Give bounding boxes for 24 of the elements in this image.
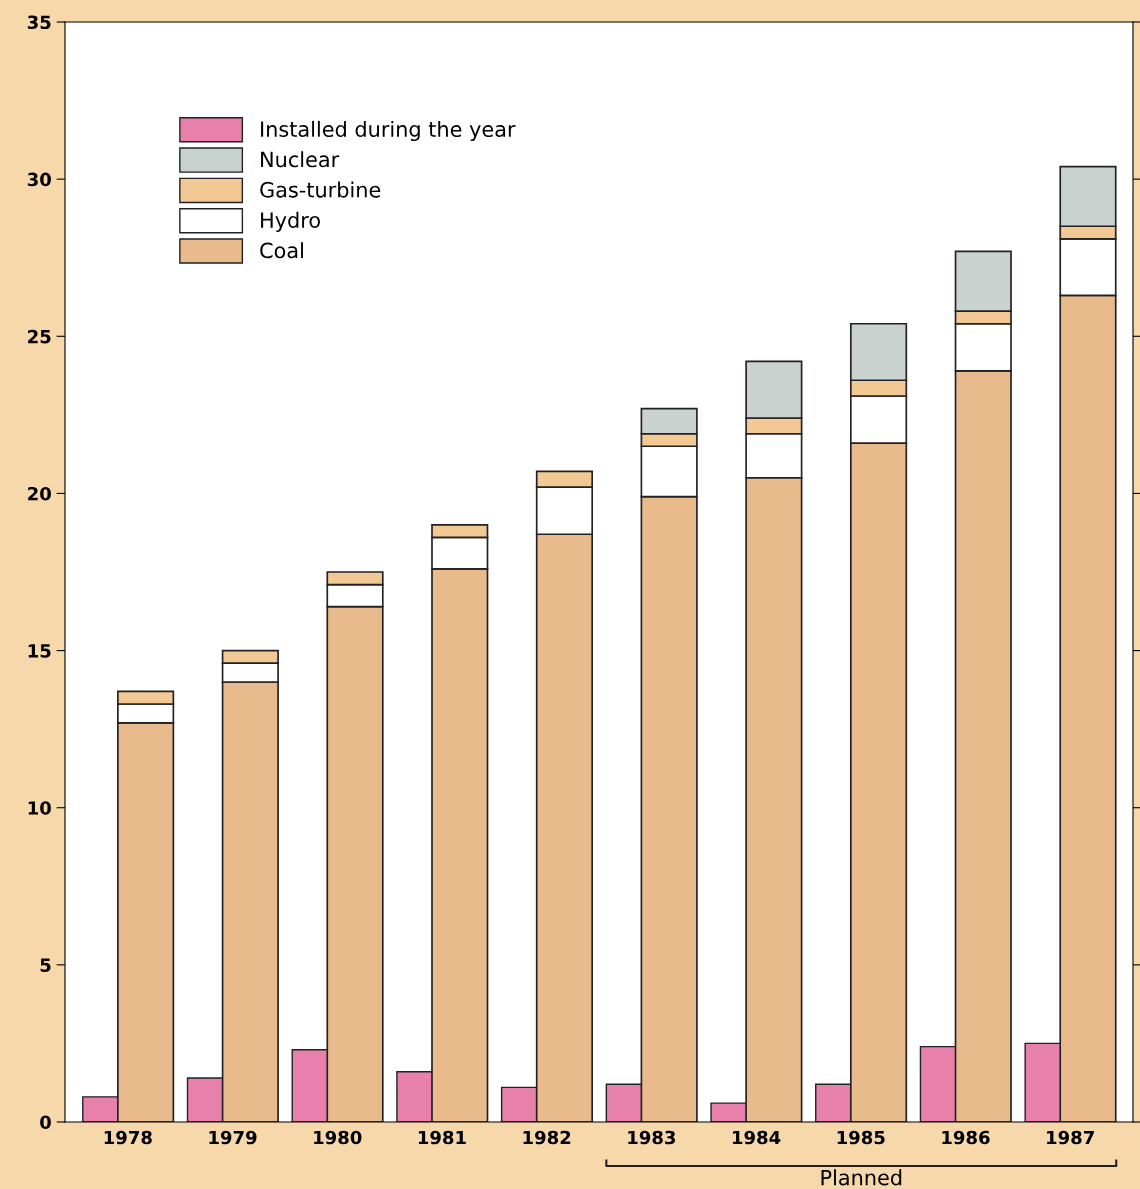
legend-label: Hydro: [261, 211, 320, 232]
x-tick-label: 1979: [209, 1130, 257, 1145]
x-tick-label: 1984: [732, 1130, 781, 1145]
x-tick-label: 1981: [418, 1130, 466, 1145]
legend-label: Installed during the year: [261, 120, 516, 142]
x-tick-label: 1980: [314, 1130, 362, 1145]
x-tick-label: 1986: [942, 1130, 990, 1145]
y-tick-label: 5: [40, 958, 51, 972]
x-tick-label: 1983: [628, 1130, 676, 1145]
y-tick-label: 0: [40, 1115, 51, 1130]
legend-label: Nuclear: [261, 151, 340, 168]
text: Planned: [821, 1169, 902, 1186]
y-tick-label: 35: [27, 15, 51, 30]
legend-label: Coal: [260, 242, 303, 259]
x-tick-label: 1985: [837, 1130, 885, 1145]
x-tick-label: 1987: [1047, 1130, 1094, 1145]
y-tick-label: 10: [28, 801, 51, 815]
x-tick-label: 1978: [104, 1130, 152, 1145]
legend-label: Gas-turbine: [260, 181, 381, 198]
y-tick-label: 25: [28, 329, 51, 344]
x-tick-label: 1982: [523, 1130, 571, 1145]
y-tick-label: 20: [28, 486, 51, 501]
y-tick-label: 30: [27, 172, 51, 187]
y-tick-label: 15: [28, 644, 51, 658]
